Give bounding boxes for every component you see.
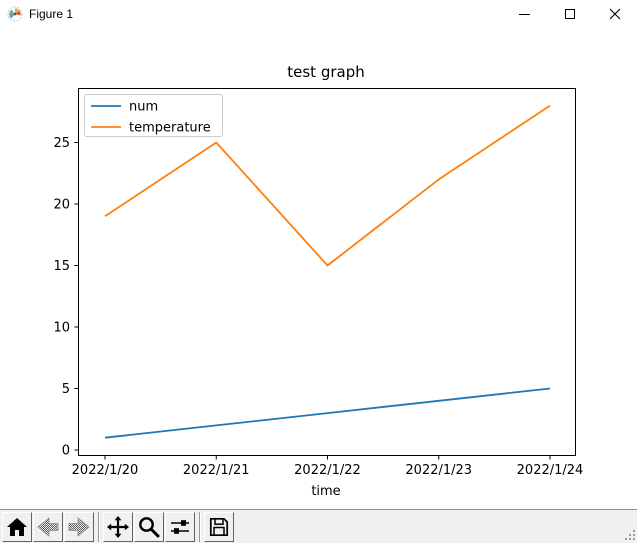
- navigation-toolbar: [0, 509, 637, 543]
- matplotlib-logo-icon: [7, 6, 23, 22]
- title-bar[interactable]: Figure 1: [0, 0, 637, 28]
- legend-label-temperature: temperature: [129, 121, 211, 136]
- home-button[interactable]: [2, 511, 32, 542]
- x-tick-label: 2022/1/20: [72, 463, 139, 478]
- save-button[interactable]: [204, 511, 234, 542]
- y-tick-label: 5: [62, 382, 70, 397]
- maximize-button[interactable]: [547, 0, 592, 28]
- legend-box: [84, 94, 223, 137]
- axes-frame: [78, 88, 576, 456]
- pan-button[interactable]: [103, 511, 133, 542]
- zoom-rect-icon: [139, 516, 160, 537]
- minimize-button[interactable]: [502, 0, 547, 28]
- chart-line-num: [104, 387, 551, 439]
- y-tick-label: 0: [62, 444, 70, 459]
- chart-canvas: test graph 0 5 10 15 20 25 2022/1/20 2022/1/21 2…: [53, 63, 584, 499]
- maximize-icon: [564, 9, 575, 19]
- y-tick-label: 10: [53, 321, 70, 336]
- sliders-icon: [171, 519, 189, 534]
- toolbar-separator: [98, 511, 100, 542]
- chart-line-temperature: [104, 104, 551, 267]
- window-controls: [502, 0, 637, 28]
- toolbar-separator: [199, 511, 201, 542]
- back-arrow-icon: [37, 516, 59, 537]
- zoom-button[interactable]: [134, 511, 164, 542]
- forward-button[interactable]: [64, 511, 94, 542]
- x-tick-label: 2022/1/21: [183, 463, 250, 478]
- close-icon: [609, 8, 620, 20]
- x-axis-label: time: [311, 484, 340, 499]
- save-floppy-icon: [209, 517, 229, 536]
- home-icon: [7, 517, 27, 536]
- chart-legend: num temperature: [84, 94, 223, 137]
- configure-subplots-button[interactable]: [165, 511, 195, 542]
- y-tick-label: 25: [53, 136, 70, 151]
- x-tick-label: 2022/1/24: [517, 463, 584, 478]
- x-tick-label: 2022/1/23: [405, 463, 472, 478]
- window-title: Figure 1: [29, 7, 74, 21]
- x-tick-label: 2022/1/22: [294, 463, 361, 478]
- back-button[interactable]: [33, 511, 63, 542]
- y-tick-label: 20: [53, 198, 70, 213]
- forward-arrow-icon: [68, 516, 90, 537]
- y-tick-label: 15: [53, 259, 70, 274]
- close-button[interactable]: [592, 0, 637, 28]
- chart-title: test graph: [287, 63, 364, 81]
- pan-arrows-icon: [107, 515, 129, 538]
- minimize-icon: [519, 13, 530, 15]
- legend-label-num: num: [129, 100, 158, 115]
- resize-grip[interactable]: [625, 530, 635, 540]
